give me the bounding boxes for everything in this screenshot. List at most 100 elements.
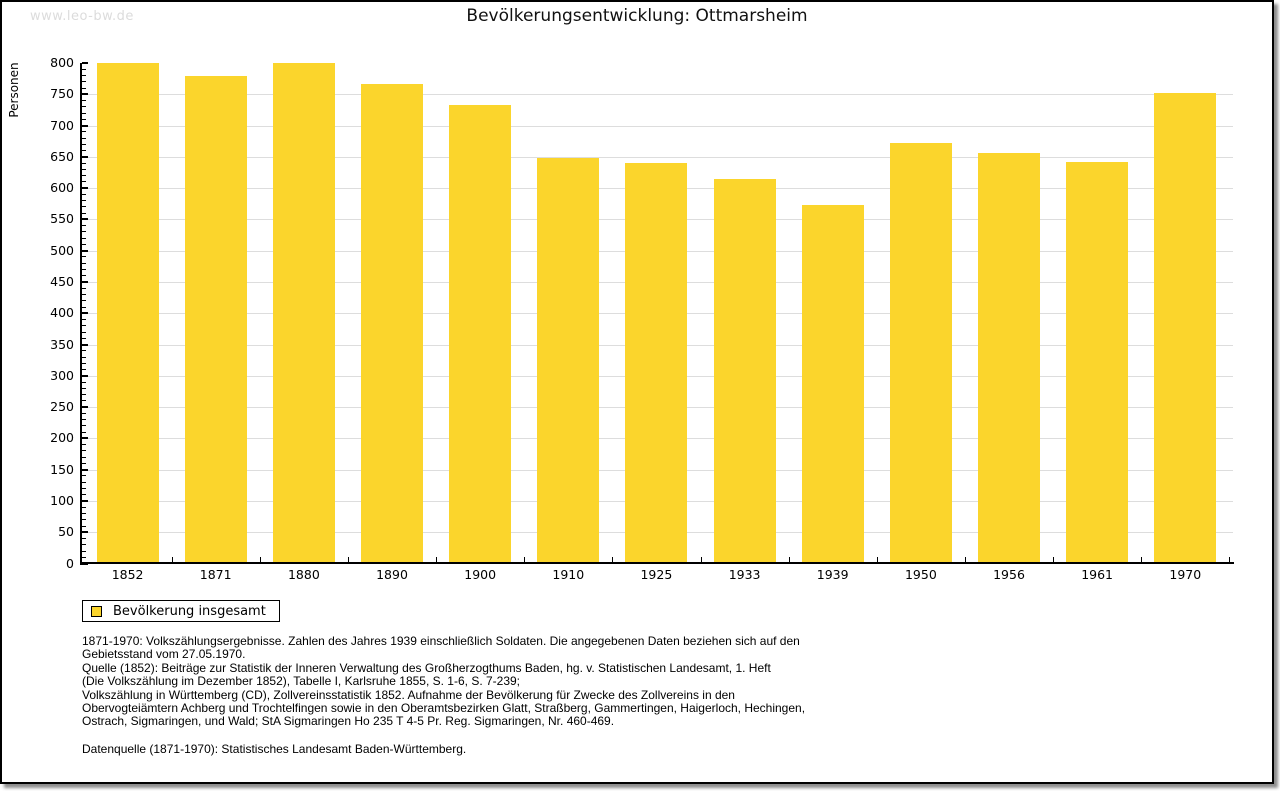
y-axis-minor-tick: [82, 206, 86, 208]
y-axis-tick: [82, 62, 88, 64]
y-axis-minor-tick: [82, 143, 86, 145]
y-axis-minor-tick: [82, 262, 86, 264]
x-axis-label: 1939: [816, 567, 849, 582]
y-axis-minor-tick: [82, 150, 86, 152]
y-axis-minor-tick: [82, 556, 86, 558]
y-axis-tick-label: 250: [50, 399, 74, 415]
x-axis-tick: [1141, 557, 1143, 562]
x-axis-tick: [524, 557, 526, 562]
x-axis-tick: [612, 557, 614, 562]
y-axis-tick: [82, 218, 88, 221]
y-axis-tick-label: 750: [50, 86, 74, 102]
x-axis-tick: [1053, 557, 1055, 562]
y-axis-tick: [82, 312, 88, 315]
footer-note-line: Obervogteiämtern Achberg und Trochtelfin…: [82, 701, 806, 716]
y-axis-minor-tick: [82, 450, 86, 452]
footer-note-line: Quelle (1852): Beiträge zur Statistik de…: [82, 660, 771, 675]
gridline: [82, 156, 1233, 158]
y-axis-tick: [82, 124, 88, 127]
y-axis-minor-tick: [82, 225, 86, 227]
y-axis-minor-tick: [82, 75, 86, 76]
y-axis-tick: [82, 281, 88, 283]
y-axis-minor-tick: [82, 168, 86, 170]
gridline: [82, 125, 1233, 127]
y-axis-tick-label: 400: [50, 305, 74, 321]
y-axis-tick: [82, 343, 88, 346]
y-axis-minor-tick: [82, 269, 86, 270]
y-axis-tick-label: 0: [66, 555, 74, 571]
y-axis-minor-tick: [82, 412, 86, 414]
y-axis-tick-label: 550: [50, 211, 74, 227]
x-axis-label: 1910: [552, 567, 585, 582]
y-axis-minor-tick: [82, 256, 86, 258]
y-axis-minor-tick: [82, 506, 86, 508]
x-axis-tick: [347, 557, 349, 562]
y-axis-line: [80, 63, 82, 565]
x-axis-label: 1871: [199, 567, 232, 582]
x-axis-label: 1950: [904, 567, 937, 582]
y-axis-minor-tick: [82, 419, 86, 421]
footer-datasource: Datenquelle (1871-1970): Statistisches L…: [82, 741, 467, 756]
y-axis-minor-tick: [82, 175, 86, 177]
bar-1880: [272, 63, 335, 564]
y-axis-minor-tick: [82, 369, 86, 371]
x-axis-tick: [788, 557, 790, 562]
y-axis-tick-label: 450: [50, 274, 74, 289]
y-axis-minor-tick: [82, 243, 86, 245]
y-axis-minor-tick: [82, 525, 86, 527]
y-axis-tick-label: 650: [50, 148, 74, 164]
footer-note-line: Gebietsstand vom 27.05.1970.: [82, 647, 246, 662]
y-axis-tick-label: 100: [50, 492, 74, 508]
y-axis-minor-tick: [82, 394, 86, 396]
y-axis-minor-tick: [82, 538, 86, 539]
y-axis-minor-tick: [82, 331, 86, 333]
bar-1871: [184, 75, 247, 564]
y-axis-tick: [82, 374, 88, 377]
y-axis-tick-label: 600: [50, 180, 74, 196]
bar-1900: [449, 104, 512, 564]
y-axis-minor-tick: [82, 100, 86, 101]
y-axis-minor-tick: [82, 212, 86, 214]
x-axis-label: 1880: [287, 567, 320, 582]
footer-notes: 1871-1970: Volkszählungsergebnisse. Zahl…: [82, 634, 1182, 756]
y-axis-minor-tick: [82, 544, 86, 546]
y-axis-minor-tick: [82, 106, 86, 108]
y-axis-minor-tick: [82, 387, 86, 389]
y-axis-tick: [82, 93, 88, 96]
y-axis-tick-label: 300: [50, 367, 74, 383]
y-axis-tick: [82, 249, 88, 252]
y-axis-tick: [82, 155, 88, 158]
x-axis-label: 1852: [111, 567, 144, 582]
y-axis-minor-tick: [82, 237, 86, 239]
y-axis-minor-tick: [82, 475, 86, 477]
y-axis-minor-tick: [82, 456, 86, 458]
y-axis-minor-tick: [82, 550, 86, 552]
y-axis-tick: [82, 406, 88, 409]
y-axis-tick: [82, 187, 88, 190]
y-axis-minor-tick: [82, 381, 86, 383]
y-axis-tick-label: 50: [58, 524, 74, 540]
y-axis-minor-tick: [82, 481, 86, 483]
y-axis-tick-label: 150: [50, 461, 74, 477]
y-axis-tick-label: 700: [50, 117, 74, 133]
bar-1925: [625, 162, 688, 564]
y-axis-minor-tick: [82, 231, 86, 233]
y-axis-minor-tick: [82, 162, 86, 164]
y-axis-minor-tick: [82, 362, 86, 364]
y-axis-minor-tick: [82, 319, 86, 320]
y-axis-minor-tick: [82, 68, 86, 70]
x-axis-label: 1961: [1081, 567, 1113, 582]
y-axis-minor-tick: [82, 356, 86, 358]
legend-swatch-icon: [91, 606, 102, 617]
gridline: [82, 94, 1233, 96]
y-axis-minor-tick: [82, 137, 86, 139]
footer-note-line: (Die Volkszählung im Dezember 1852), Tab…: [82, 674, 521, 689]
x-axis-tick: [964, 557, 966, 562]
y-axis-minor-tick: [82, 200, 86, 202]
y-axis-tick: [82, 468, 88, 471]
x-axis-label: 1933: [728, 567, 761, 582]
footer-note-line: Ostrach, Sigmaringen, und Wald; StA Sigm…: [82, 714, 615, 729]
bar-1950: [889, 143, 952, 564]
x-axis-tick: [1229, 557, 1231, 562]
